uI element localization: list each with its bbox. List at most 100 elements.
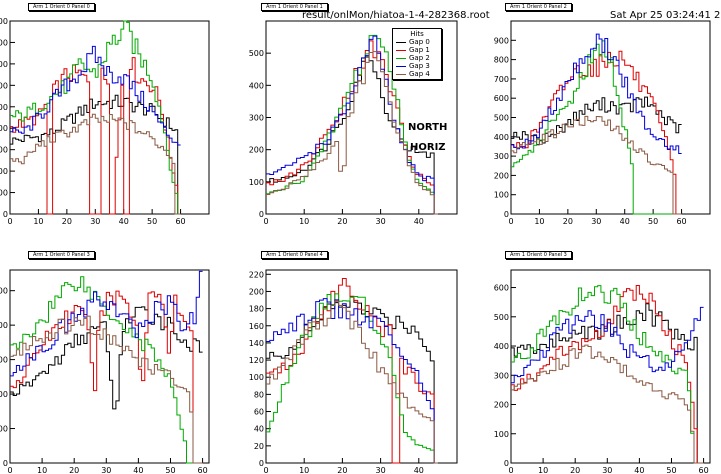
y-tick-label: 60 — [254, 408, 264, 417]
histogram-series — [511, 33, 682, 154]
y-tick-label: 200 — [0, 167, 8, 176]
y-tick-label: 300 — [494, 152, 509, 161]
y-tick-label: 100 — [494, 191, 509, 200]
legend-entry: Gap 1 — [396, 46, 438, 54]
x-tick-label: 20 — [337, 466, 347, 474]
x-tick-label: 60 — [698, 466, 708, 474]
x-tick-label: 40 — [119, 217, 129, 226]
x-tick-label: 20 — [62, 217, 72, 226]
y-tick-label: 500 — [494, 313, 509, 322]
x-tick-label: 30 — [376, 217, 386, 226]
x-tick-label: 60 — [676, 217, 686, 226]
legend-swatch-gap2 — [396, 57, 406, 59]
x-tick-label: 0 — [508, 217, 513, 226]
y-tick-label: 700 — [0, 60, 8, 69]
panel-1-title: Arm 1 Orient 0 Panel 1 — [261, 3, 328, 11]
y-tick-label: 600 — [494, 284, 509, 293]
y-tick-label: 500 — [249, 49, 264, 58]
y-tick-label: 200 — [494, 401, 509, 410]
histogram-series — [511, 285, 704, 464]
histogram-series — [266, 40, 438, 215]
x-tick-label: 50 — [648, 217, 658, 226]
histogram-series — [266, 51, 438, 215]
histogram-series — [10, 20, 181, 215]
x-tick-label: 0 — [7, 217, 12, 226]
histogram-series — [511, 115, 682, 215]
panel-3-title: Arm 1 Orient 0 Panel 3 — [28, 251, 95, 259]
y-tick-label: 300 — [249, 114, 264, 123]
y-tick-label: 700 — [494, 75, 509, 84]
x-tick-label: 50 — [165, 466, 175, 474]
x-tick-label: 30 — [376, 466, 386, 474]
x-tick-label: 10 — [538, 466, 548, 474]
x-tick-label: 10 — [299, 217, 309, 226]
histogram-series — [266, 293, 438, 464]
y-tick-label: 200 — [0, 390, 8, 399]
y-tick-label: 500 — [494, 114, 509, 123]
histogram-series — [10, 113, 181, 215]
y-tick-label: 40 — [254, 425, 264, 434]
histogram-series — [511, 40, 682, 215]
legend-label-gap2: Gap 2 — [409, 54, 430, 62]
y-tick-label: 400 — [0, 124, 8, 133]
x-tick-label: 40 — [414, 466, 424, 474]
x-tick-label: 0 — [263, 217, 268, 226]
legend-swatch-gap0 — [396, 41, 406, 43]
y-tick-label: 300 — [0, 356, 8, 365]
x-tick-label: 60 — [197, 466, 207, 474]
file-path-label: result/onlMon/hiatoa-1-4-282368.root — [302, 10, 490, 21]
y-tick-label: 800 — [0, 38, 8, 47]
histogram-series — [10, 57, 181, 215]
x-tick-label: 50 — [666, 466, 676, 474]
histogram-series — [266, 300, 438, 464]
y-tick-label: 180 — [249, 305, 264, 314]
x-tick-label: 10 — [299, 466, 309, 474]
x-tick-label: 40 — [620, 217, 630, 226]
plot-frame — [510, 20, 711, 215]
timestamp-label: Sat Apr 25 03:24:41 2009 — [610, 10, 721, 21]
y-tick-label: 400 — [494, 342, 509, 351]
legend-entry: Gap 0 — [396, 38, 438, 46]
histogram-series — [511, 50, 682, 215]
panel-2-title: Arm 1 Orient 0 Panel 2 — [505, 3, 572, 11]
legend-title: Hits — [410, 30, 424, 38]
histogram-series — [266, 298, 438, 464]
y-tick-label: 80 — [254, 390, 264, 399]
x-tick-label: 30 — [90, 217, 100, 226]
y-tick-label: 0 — [3, 210, 8, 219]
y-tick-label: 20 — [254, 442, 264, 451]
histogram-series — [10, 315, 203, 464]
y-tick-label: 0 — [504, 459, 509, 468]
histogram-series — [10, 94, 181, 215]
y-tick-label: 220 — [249, 270, 264, 279]
histogram-series — [10, 306, 203, 410]
y-tick-label: 0 — [259, 210, 264, 219]
x-tick-label: 20 — [337, 217, 347, 226]
panel-0-title: Arm 1 Orient 0 Panel 0 — [28, 3, 95, 11]
y-tick-label: 800 — [494, 56, 509, 65]
y-tick-label: 100 — [494, 430, 509, 439]
legend-swatch-gap1 — [396, 49, 406, 51]
y-tick-label: 400 — [0, 321, 8, 330]
y-tick-label: 140 — [249, 339, 264, 348]
y-tick-label: 400 — [494, 133, 509, 142]
y-tick-label: 200 — [494, 171, 509, 180]
histogram-series — [10, 45, 181, 146]
histogram-series — [10, 270, 203, 377]
x-tick-label: 40 — [133, 466, 143, 474]
y-tick-label: 100 — [0, 189, 8, 198]
y-tick-label: 120 — [249, 356, 264, 365]
legend-label-gap1: Gap 1 — [409, 46, 430, 54]
y-tick-label: 500 — [0, 287, 8, 296]
y-tick-label: 200 — [249, 287, 264, 296]
legend: Hits Gap 0 Gap 1 Gap 2 Gap 3 Gap 4 — [392, 28, 442, 80]
x-tick-label: 40 — [634, 466, 644, 474]
y-tick-label: 400 — [249, 81, 264, 90]
y-tick-label: 0 — [504, 210, 509, 219]
x-tick-label: 40 — [414, 217, 424, 226]
y-tick-label: 0 — [259, 459, 264, 468]
legend-entry: Gap 2 — [396, 54, 438, 62]
histogram-series — [266, 278, 438, 464]
histogram-series — [266, 34, 438, 215]
